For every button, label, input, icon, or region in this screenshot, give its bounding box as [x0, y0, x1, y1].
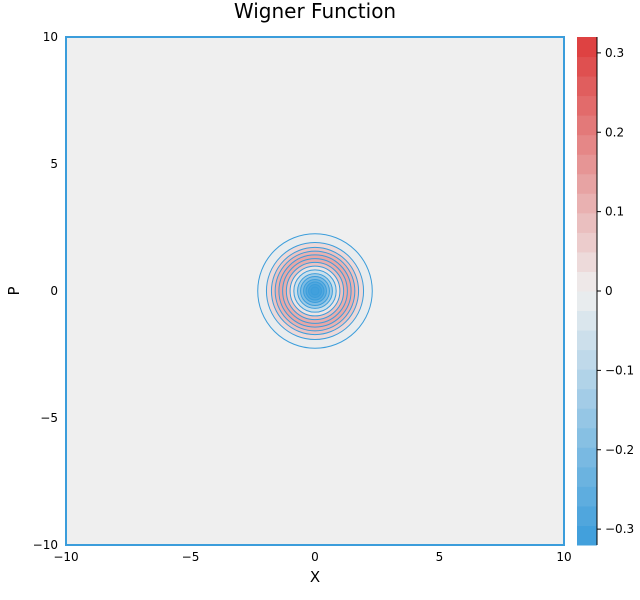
- colorbar-band: [577, 212, 597, 233]
- colorbar-band: [577, 115, 597, 136]
- colorbar-tick-label: 0.1: [605, 205, 624, 219]
- colorbar-band: [577, 232, 597, 253]
- colorbar-band: [577, 56, 597, 77]
- x-tick-label: −10: [53, 550, 78, 564]
- colorbar-tick-label: −0.1: [605, 363, 634, 377]
- x-axis-ticks: −10 −5 0 5 10: [53, 550, 571, 564]
- colorbar-band: [577, 369, 597, 390]
- colorbar-band: [577, 349, 597, 370]
- colorbar-band: [577, 193, 597, 214]
- colorbar-band: [577, 95, 597, 116]
- colorbar-band: [577, 486, 597, 507]
- colorbar-tick-label: 0.3: [605, 46, 624, 60]
- colorbar-band: [577, 173, 597, 194]
- colorbar: −0.3 −0.2 −0.1 0 0.1 0.2 0.3: [577, 37, 634, 546]
- y-axis-ticks: −10 −5 0 5 10: [33, 30, 58, 552]
- colorbar-band: [577, 466, 597, 487]
- colorbar-band: [577, 271, 597, 292]
- y-tick-label: −10: [33, 538, 58, 552]
- colorbar-tick-label: 0: [605, 284, 613, 298]
- colorbar-band: [577, 251, 597, 272]
- x-tick-label: 10: [556, 550, 571, 564]
- plot-frame: [65, 36, 565, 546]
- colorbar-band: [577, 310, 597, 331]
- x-tick-label: −5: [182, 550, 200, 564]
- colorbar-band: [577, 525, 597, 546]
- colorbar-band: [577, 427, 597, 448]
- colorbar-band: [577, 505, 597, 526]
- contour-ring-14: [310, 286, 320, 296]
- y-axis-label: P: [5, 286, 23, 295]
- colorbar-band: [577, 154, 597, 175]
- colorbar-band: [577, 388, 597, 409]
- colorbar-band: [577, 134, 597, 155]
- colorbar-band: [577, 291, 597, 312]
- x-tick-label: 5: [436, 550, 444, 564]
- colorbar-band: [577, 37, 597, 58]
- x-axis-label: X: [310, 568, 320, 586]
- x-tick-label: 0: [311, 550, 319, 564]
- plot-area: [65, 36, 565, 546]
- y-tick-label: 0: [50, 284, 58, 298]
- y-tick-label: −5: [40, 411, 58, 425]
- colorbar-tick-label: −0.3: [605, 522, 634, 536]
- colorbar-band: [577, 408, 597, 429]
- colorbar-band: [577, 447, 597, 468]
- colorbar-tick-label: 0.2: [605, 125, 624, 139]
- colorbar-band: [577, 76, 597, 97]
- colorbar-tick-label: −0.2: [605, 443, 634, 457]
- y-tick-label: 5: [50, 157, 58, 171]
- colorbar-band: [577, 330, 597, 351]
- y-tick-label: 10: [43, 30, 58, 44]
- chart-title: Wigner Function: [234, 0, 396, 23]
